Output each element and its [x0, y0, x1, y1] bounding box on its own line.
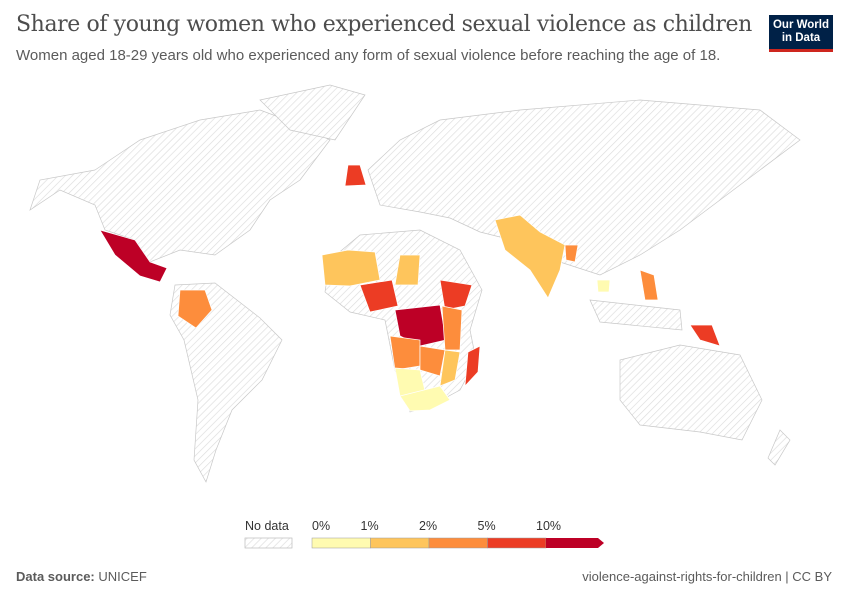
data-source-label: Data source: — [16, 569, 95, 584]
chart-subtitle: Women aged 18-29 years old who experienc… — [16, 47, 721, 64]
legend-tick-label: 1% — [361, 519, 379, 533]
data-source: Data source: UNICEF — [16, 569, 147, 584]
new-zealand-no-data[interactable] — [767, 429, 791, 466]
region-bangladesh[interactable] — [564, 244, 579, 263]
region-kenya-tanzania[interactable] — [441, 305, 463, 351]
region-ethiopia[interactable] — [439, 279, 473, 311]
legend-no-data-swatch — [244, 537, 293, 549]
region-zambia-zimbabwe[interactable] — [419, 345, 446, 377]
region-papua-new-guinea[interactable] — [689, 324, 721, 347]
slug-license[interactable]: violence-against-rights-for-children | C… — [582, 569, 832, 584]
legend-no-data-label: No data — [245, 519, 289, 533]
region-colombia[interactable] — [177, 289, 213, 329]
indonesia-no-data[interactable] — [589, 299, 683, 331]
owid-logo[interactable]: Our World in Data — [769, 15, 833, 52]
region-south-africa[interactable] — [399, 385, 451, 412]
legend-swatch-2 — [428, 537, 488, 549]
region-mozambique[interactable] — [439, 349, 461, 387]
region-dr-congo[interactable] — [394, 304, 447, 347]
greenland-no-data[interactable] — [259, 84, 366, 141]
region-mexico[interactable] — [99, 229, 168, 283]
south-america-no-data[interactable] — [169, 282, 283, 483]
region-madagascar[interactable] — [464, 345, 481, 387]
legend-tick-label: 0% — [312, 519, 330, 533]
data-source-value[interactable]: UNICEF — [98, 569, 147, 584]
logo-line-1: Our World — [772, 19, 829, 31]
region-nigeria[interactable] — [359, 279, 399, 313]
legend-tick-label: 10% — [536, 519, 561, 533]
region-cambodia[interactable] — [596, 279, 611, 293]
australia-no-data[interactable] — [619, 344, 763, 441]
region-philippines[interactable] — [639, 269, 659, 301]
region-mali[interactable] — [321, 249, 381, 287]
region-united-kingdom[interactable] — [344, 164, 367, 187]
eurasia-no-data[interactable] — [367, 99, 801, 276]
region-angola[interactable] — [389, 335, 421, 371]
chart-title: Share of young women who experienced sex… — [16, 12, 752, 37]
map-legend: No data 0% 1% 2% 5% 10% — [244, 519, 604, 549]
legend-swatch-0 — [311, 537, 371, 549]
legend-swatch-1 — [370, 537, 430, 549]
region-india-pakistan[interactable] — [494, 214, 566, 299]
legend-tick-label: 5% — [478, 519, 496, 533]
region-sudan[interactable] — [394, 254, 421, 286]
legend-tick-label: 2% — [419, 519, 437, 533]
logo-line-2: in Data — [781, 32, 821, 44]
north-america-no-data[interactable] — [29, 109, 331, 263]
legend-swatch-3 — [487, 537, 547, 549]
legend-swatch-4 — [546, 538, 604, 548]
world-map[interactable]: No data 0% 1% 2% 5% 10% — [0, 80, 850, 560]
